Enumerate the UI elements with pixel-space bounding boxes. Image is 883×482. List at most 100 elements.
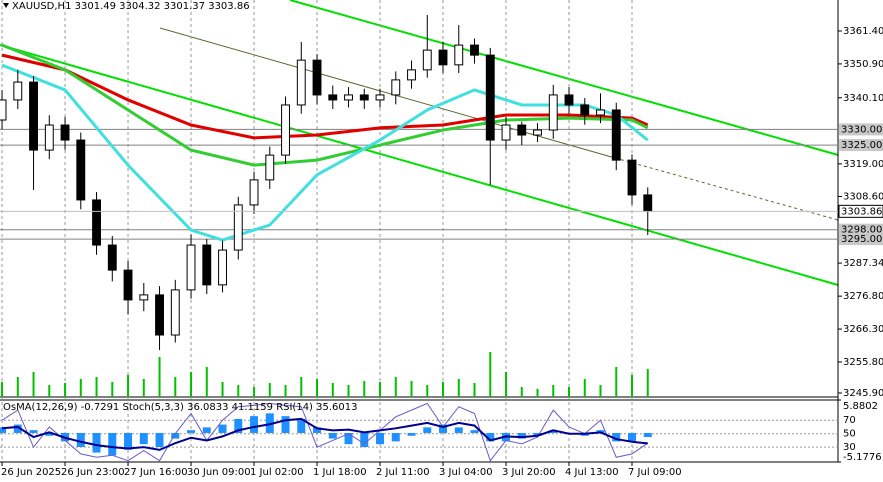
candle-body (627, 159, 637, 196)
y-tick-label: 3255.80 (843, 357, 883, 368)
candle-body (281, 104, 290, 156)
osma-bar (281, 416, 290, 433)
volume-bar (16, 377, 19, 397)
y-tick-label: 3350.90 (843, 59, 883, 70)
candle-body (422, 49, 432, 71)
osma-bar (202, 427, 211, 433)
osma-bar (454, 427, 463, 433)
channel-lower (0, 44, 839, 286)
level-label-box (839, 223, 883, 236)
osma-bar (0, 427, 7, 433)
moving-average (1, 43, 649, 167)
candle-body (0, 99, 7, 121)
x-tick-label: 3 Jul 04:00 (439, 467, 493, 478)
volume-bar (457, 379, 460, 397)
volume-bar (489, 352, 492, 397)
volume-bar (205, 367, 208, 397)
moving-average (1, 63, 649, 242)
osma-bar (486, 432, 495, 442)
osma-bar (407, 432, 416, 436)
volume-bar (79, 379, 82, 397)
candle-body (29, 81, 38, 151)
volume-bar (331, 383, 334, 397)
volume-bar (646, 369, 649, 397)
candle-body (44, 124, 54, 151)
candle-body (454, 44, 464, 66)
osma-bar (643, 432, 652, 438)
osma-bar (250, 416, 259, 433)
volume-bar (268, 383, 271, 397)
level-label: 3325.00 (841, 140, 882, 151)
candle-body (265, 154, 275, 181)
candle-body (596, 109, 605, 116)
volume-bar (394, 377, 397, 397)
osma-bar (29, 430, 38, 433)
title-icon (3, 3, 9, 8)
osma-bar (328, 432, 337, 439)
candle-body (517, 124, 527, 136)
y2-tick-label: -5.1776 (843, 452, 882, 463)
candle-body (344, 94, 353, 101)
level-label-box (839, 139, 883, 152)
x-tick-label: 1 Jul 18:00 (313, 467, 367, 478)
osma-bar (517, 432, 526, 439)
candle-body (155, 294, 164, 336)
candle-body (643, 194, 653, 212)
osma-bar (92, 432, 101, 453)
level-label: 3330.00 (841, 124, 882, 135)
candle-body (375, 94, 385, 101)
osma-bar (108, 432, 117, 456)
y2-tick-label: 5.8802 (843, 401, 878, 412)
candle-body (202, 244, 212, 286)
osma-bar (234, 418, 243, 433)
volume-bar (442, 382, 445, 397)
candle-body (580, 104, 590, 116)
trend-mid-ext (614, 157, 839, 221)
osma-bar (470, 430, 479, 433)
volume-bar (158, 357, 161, 397)
candle-body (13, 81, 23, 101)
x-tick-label: 26 Jun 2025 (1, 467, 61, 478)
level-label: 3295.00 (841, 234, 882, 245)
volume-bar (347, 385, 350, 397)
y-tick-label: 3361.40 (843, 26, 883, 37)
osma-bar (628, 432, 637, 442)
volume-bar (300, 377, 303, 397)
y-tick-label: 3245.90 (843, 388, 883, 399)
volume-bar (237, 385, 240, 397)
candle-body (233, 204, 243, 251)
y-tick-label: 3287.34 (843, 258, 883, 269)
candle-body (92, 199, 101, 246)
volume-bar (536, 389, 539, 397)
x-tick-label: 2 Jul 11:00 (376, 467, 430, 478)
osma-bar (265, 413, 274, 433)
volume-bar (599, 385, 602, 397)
last-price-label: 3303.86 (841, 206, 882, 217)
volume-bar (48, 385, 51, 397)
moving-average (1, 53, 649, 140)
candle-body (438, 49, 448, 66)
x-tick-label: 26 Jun 23:00 (61, 467, 125, 478)
candle-body (359, 94, 369, 101)
x-tick-label: 30 Jun 09:00 (187, 467, 251, 478)
candle-body (564, 94, 574, 106)
volume-bar (253, 387, 256, 397)
y-tick-label: 3340.10 (843, 93, 883, 104)
osma-bar (423, 427, 432, 433)
x-tick-label: 7 Jul 09:00 (628, 467, 682, 478)
candle-body (186, 244, 196, 291)
candle-body (139, 294, 149, 301)
x-tick-label: 27 Jun 16:00 (124, 467, 188, 478)
y-tick-label: 3266.30 (843, 324, 883, 335)
level-label-box (839, 233, 883, 246)
volume-bar (174, 377, 177, 397)
x-tick-label: 4 Jul 13:00 (565, 467, 619, 478)
osma-bar (187, 430, 196, 433)
candle-body (485, 54, 495, 141)
candle-body (533, 129, 542, 136)
candle-body (170, 289, 180, 336)
candle-body (391, 79, 401, 96)
osma-bar (124, 432, 133, 450)
volume-bar (379, 382, 382, 397)
